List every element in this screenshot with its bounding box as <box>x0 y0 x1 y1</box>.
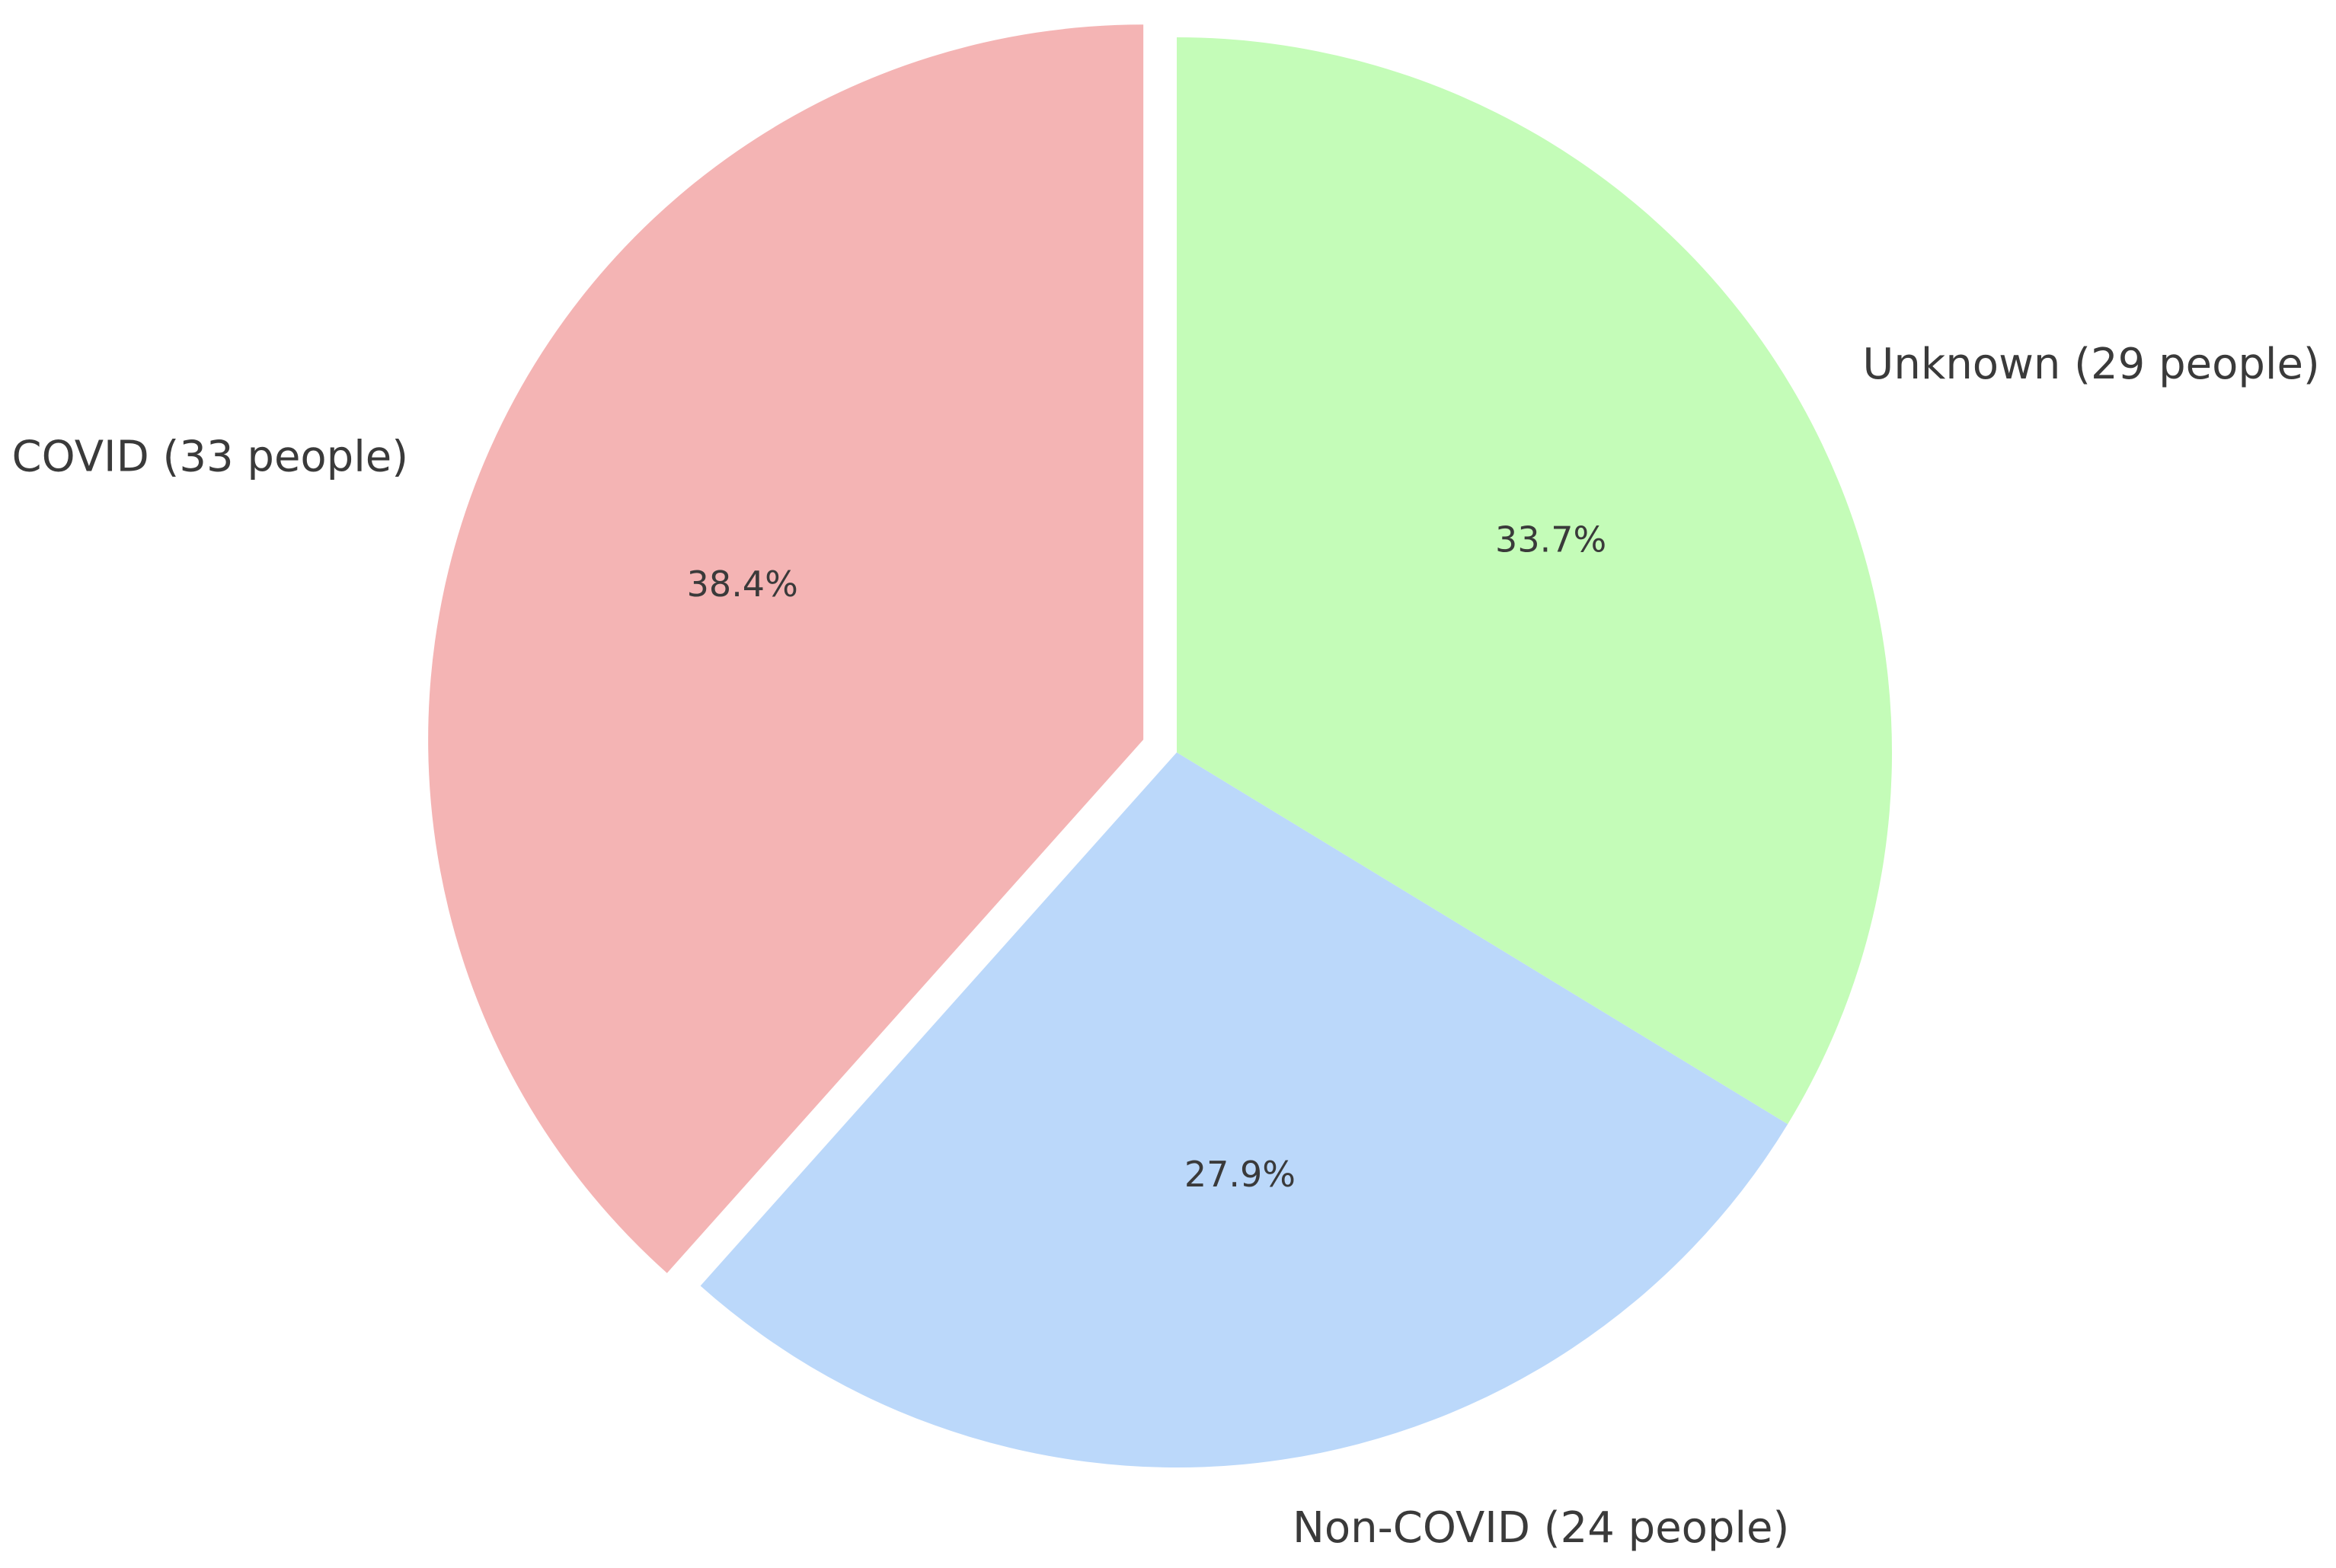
slice-percent: 27.9% <box>1184 1154 1296 1195</box>
pie-slice <box>428 24 1144 1273</box>
slice-label: Unknown (29 people) <box>1862 340 2319 389</box>
pie-slice <box>700 752 1788 1468</box>
pie-slice <box>1177 37 1892 1125</box>
slice-label: Non-COVID (24 people) <box>1293 1503 1789 1553</box>
slice-percent: 33.7% <box>1495 519 1606 560</box>
slice-percent: 38.4% <box>687 564 798 605</box>
slice-label: COVID (33 people) <box>12 432 409 481</box>
